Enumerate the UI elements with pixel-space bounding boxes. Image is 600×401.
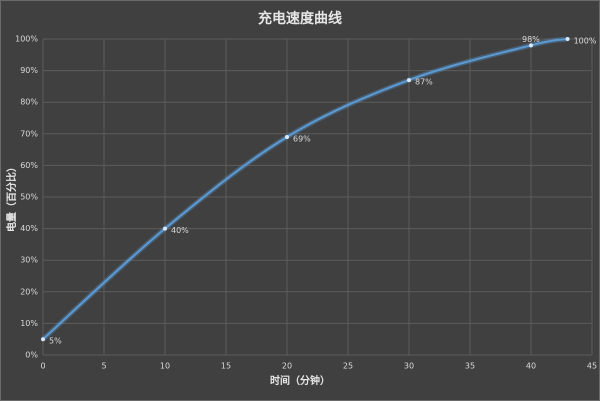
point — [565, 37, 570, 41]
y-tick-label: 20% — [20, 287, 38, 296]
y-tick-label: 60% — [20, 161, 38, 170]
x-tick-label: 15 — [221, 362, 231, 371]
data-label: 100% — [574, 37, 597, 46]
x-tick-label: 40 — [526, 362, 536, 371]
x-tick-label: 45 — [587, 362, 597, 371]
y-tick-label: 30% — [20, 256, 38, 265]
y-tick-label: 40% — [20, 224, 38, 233]
x-tick-label: 35 — [465, 362, 475, 371]
point — [407, 78, 411, 83]
point — [529, 43, 533, 48]
x-tick-label: 0 — [40, 362, 45, 371]
y-tick-label: 0% — [25, 351, 38, 360]
y-tick-label: 50% — [20, 193, 38, 202]
point — [163, 226, 167, 231]
data-label: 87% — [415, 78, 433, 87]
y-axis-title: 电量（百分比） — [5, 162, 18, 232]
y-tick-label: 90% — [20, 66, 38, 75]
point — [41, 337, 45, 342]
point — [285, 134, 289, 139]
data-label: 69% — [293, 134, 311, 143]
x-tick-label: 20 — [282, 362, 292, 371]
y-tick-label: 100% — [15, 35, 38, 44]
chart-title: 充电速度曲线 — [258, 10, 342, 27]
x-tick-label: 30 — [404, 362, 414, 371]
y-tick-label: 70% — [20, 129, 38, 138]
x-axis-title: 时间（分钟） — [270, 374, 330, 387]
x-tick-label: 5 — [101, 362, 106, 371]
x-tick-label: 25 — [343, 362, 353, 371]
data-label: 5% — [49, 337, 62, 346]
y-tick-label: 10% — [20, 319, 38, 328]
y-tick-label: 80% — [20, 98, 38, 107]
data-label: 98% — [522, 35, 540, 44]
x-tick-label: 10 — [160, 362, 170, 371]
data-label: 40% — [171, 226, 189, 235]
line — [42, 38, 568, 340]
